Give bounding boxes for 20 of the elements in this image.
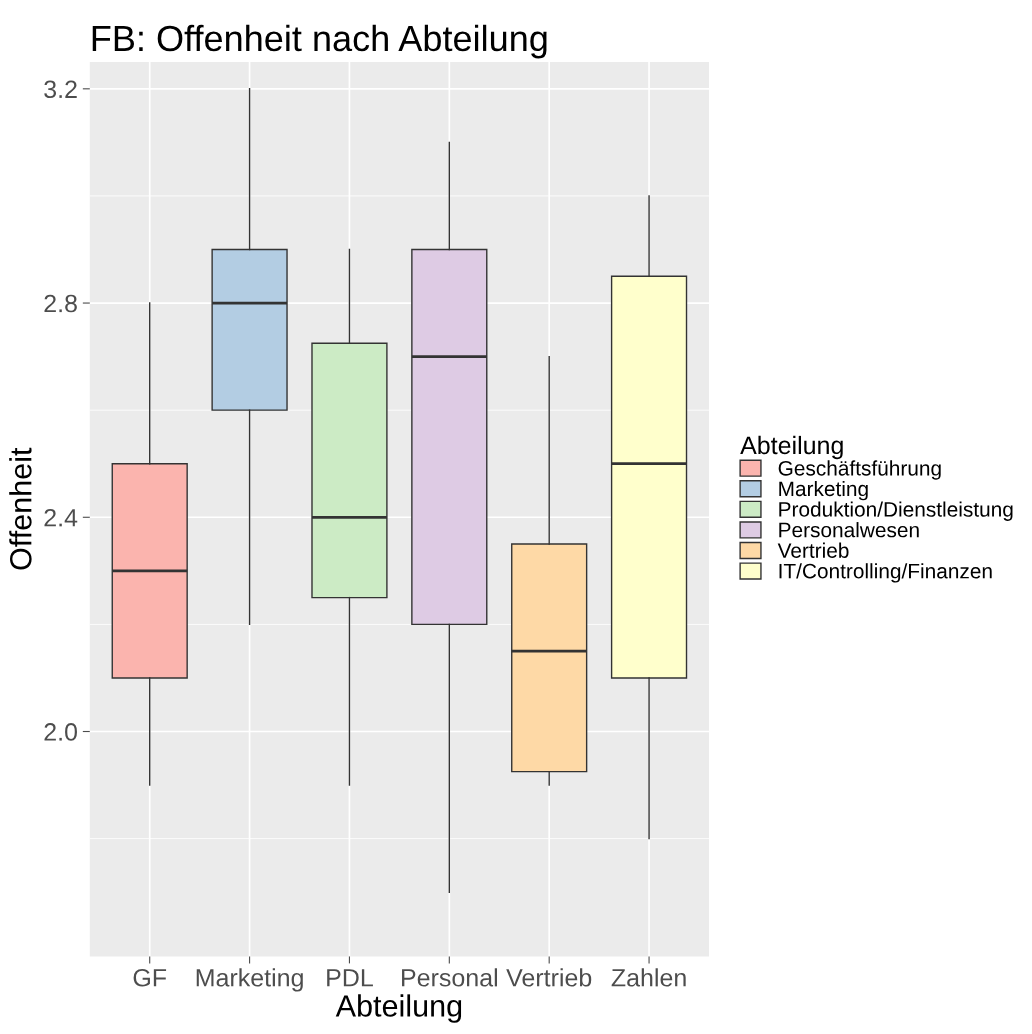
x-tick-label: GF <box>133 968 167 987</box>
chart-title: FB: Offenheit nach Abteilung <box>92 24 547 59</box>
x-tick-label: Zahlen <box>611 968 686 987</box>
y-tick-label: 3.2 <box>44 80 77 99</box>
x-tick-label: PDL <box>327 969 373 987</box>
legend-label: Geschäftsführung <box>778 460 941 480</box>
y-axis-title: Offenheit <box>9 447 32 570</box>
y-tick-label: 2.0 <box>44 723 77 741</box>
y-tick-label: 2.4 <box>44 508 78 527</box>
x-axis-title: Abteilung <box>335 994 462 1023</box>
legend-label: Personalwesen <box>779 522 919 538</box>
x-tick-label: Personal <box>402 968 497 987</box>
y-tick-label: 2.8 <box>44 294 77 313</box>
legend-label: Marketing <box>779 480 868 501</box>
legend-label: Produktion/Dienstleistung <box>779 501 1013 521</box>
legend-label: Vertrieb <box>777 542 849 558</box>
legend-title: Abteilung <box>740 435 843 460</box>
x-tick-label: Vertrieb <box>506 968 592 987</box>
x-tick-label: Marketing <box>196 968 303 992</box>
legend-label: IT/Controlling/Finanzen <box>779 563 992 583</box>
